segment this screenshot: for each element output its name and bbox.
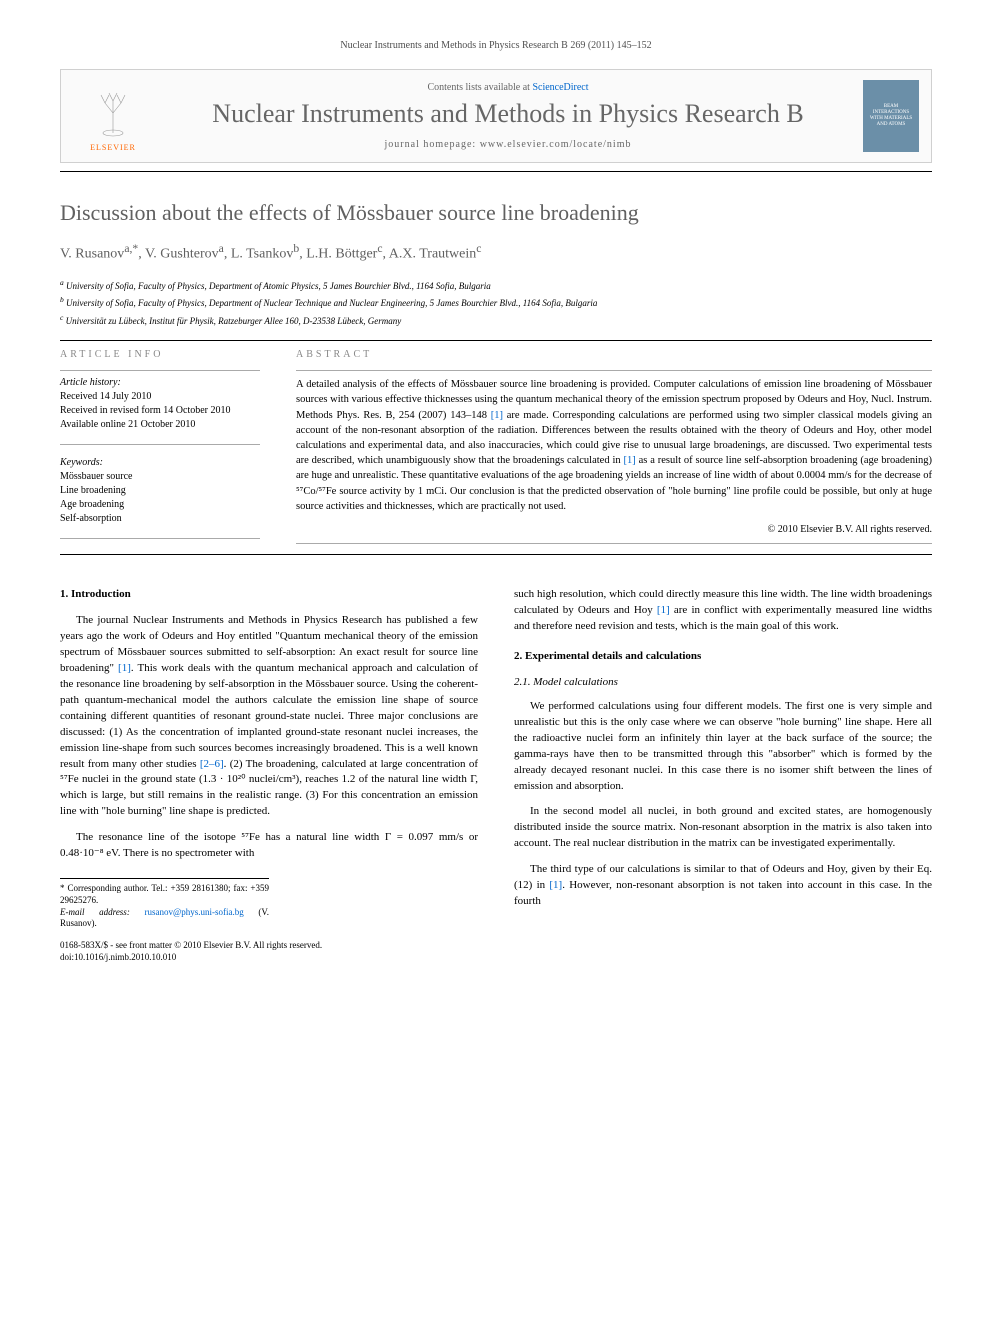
ref-link[interactable]: [1] (623, 455, 635, 466)
title-rule (60, 340, 932, 341)
article-title: Discussion about the effects of Mössbaue… (60, 200, 932, 226)
abstract-label: ABSTRACT (296, 349, 932, 360)
keyword-item: Line broadening (60, 484, 260, 498)
info-rule-2 (60, 444, 260, 445)
contents-available-line: Contents lists available at ScienceDirec… (153, 82, 863, 93)
article-info-label: ARTICLE INFO (60, 349, 260, 360)
history-item: Received 14 July 2010 (60, 390, 260, 404)
sciencedirect-link[interactable]: ScienceDirect (532, 82, 588, 93)
abstract-text: A detailed analysis of the effects of Mö… (296, 377, 932, 514)
keyword-item: Mössbauer source (60, 470, 260, 484)
history-item: Received in revised form 14 October 2010 (60, 404, 260, 418)
affiliation-line: b University of Sofia, Faculty of Physic… (60, 294, 932, 311)
article-history-label: Article history: (60, 377, 260, 388)
corresponding-author-footnote: * Corresponding author. Tel.: +359 28161… (60, 878, 269, 930)
info-rule-3 (60, 538, 260, 539)
top-rule (60, 171, 932, 172)
author-list: V. Rusanova,*, V. Gushterova, L. Tsankov… (60, 242, 932, 263)
abstract-column: ABSTRACT A detailed analysis of the effe… (296, 349, 932, 550)
copyright: © 2010 Elsevier B.V. All rights reserved… (296, 524, 932, 535)
body-column-right: such high resolution, which could direct… (514, 587, 932, 963)
elsevier-tree-icon (83, 81, 143, 141)
article-history-list: Received 14 July 2010Received in revised… (60, 390, 260, 432)
section-2-1-heading: 2.1. Model calculations (514, 675, 932, 691)
front-matter-line: 0168-583X/$ - see front matter © 2010 El… (60, 940, 478, 952)
header-center: Contents lists available at ScienceDirec… (153, 82, 863, 150)
article-info-column: ARTICLE INFO Article history: Received 1… (60, 349, 260, 550)
body-column-left: 1. Introduction The journal Nuclear Inst… (60, 587, 478, 963)
intro-paragraph-2: The resonance line of the isotope ⁵⁷Fe h… (60, 830, 478, 862)
abstract-rule-1 (296, 370, 932, 371)
abstract-rule-2 (296, 543, 932, 544)
keyword-item: Self-absorption (60, 512, 260, 526)
affiliation-line: a University of Sofia, Faculty of Physic… (60, 277, 932, 294)
journal-header-box: ELSEVIER Contents lists available at Sci… (60, 69, 932, 163)
keywords-list: Mössbauer sourceLine broadeningAge broad… (60, 470, 260, 526)
email-link[interactable]: rusanov@phys.uni-sofia.bg (144, 907, 243, 917)
exp-paragraph-3: The third type of our calculations is si… (514, 862, 932, 910)
col2-continuation: such high resolution, which could direct… (514, 587, 932, 635)
ref-link[interactable]: [2–6] (200, 758, 224, 770)
abstract-bottom-rule (60, 554, 932, 555)
affiliation-line: c Universität zu Lübeck, Institut für Ph… (60, 312, 932, 329)
ref-link[interactable]: [1] (118, 662, 131, 674)
exp-paragraph-1: We performed calculations using four dif… (514, 699, 932, 795)
exp-paragraph-2: In the second model all nuclei, in both … (514, 804, 932, 852)
keywords-label: Keywords: (60, 457, 260, 468)
publisher-logo-area: ELSEVIER (73, 81, 153, 152)
journal-reference: Nuclear Instruments and Methods in Physi… (60, 40, 932, 51)
ref-link[interactable]: [1] (657, 604, 670, 616)
history-item: Available online 21 October 2010 (60, 418, 260, 432)
body-columns: 1. Introduction The journal Nuclear Inst… (60, 587, 932, 963)
intro-paragraph-1: The journal Nuclear Instruments and Meth… (60, 613, 478, 820)
affiliations: a University of Sofia, Faculty of Physic… (60, 277, 932, 329)
info-rule-1 (60, 370, 260, 371)
journal-homepage[interactable]: journal homepage: www.elsevier.com/locat… (153, 139, 863, 150)
corresponding-line: * Corresponding author. Tel.: +359 28161… (60, 883, 269, 906)
keyword-item: Age broadening (60, 498, 260, 512)
publisher-name: ELSEVIER (90, 143, 136, 152)
email-line: E-mail address: rusanov@phys.uni-sofia.b… (60, 907, 269, 930)
ref-link[interactable]: [1] (549, 879, 562, 891)
journal-name: Nuclear Instruments and Methods in Physi… (153, 99, 863, 129)
section-1-heading: 1. Introduction (60, 587, 478, 603)
section-2-heading: 2. Experimental details and calculations (514, 649, 932, 665)
journal-cover-thumb: BEAM INTERACTIONS WITH MATERIALS AND ATO… (863, 80, 919, 152)
ref-link[interactable]: [1] (491, 410, 503, 421)
contents-prefix: Contents lists available at (427, 82, 532, 93)
info-abstract-row: ARTICLE INFO Article history: Received 1… (60, 349, 932, 550)
doi-block: 0168-583X/$ - see front matter © 2010 El… (60, 940, 478, 963)
doi-line[interactable]: doi:10.1016/j.nimb.2010.10.010 (60, 952, 478, 964)
email-label: E-mail address: (60, 907, 144, 917)
